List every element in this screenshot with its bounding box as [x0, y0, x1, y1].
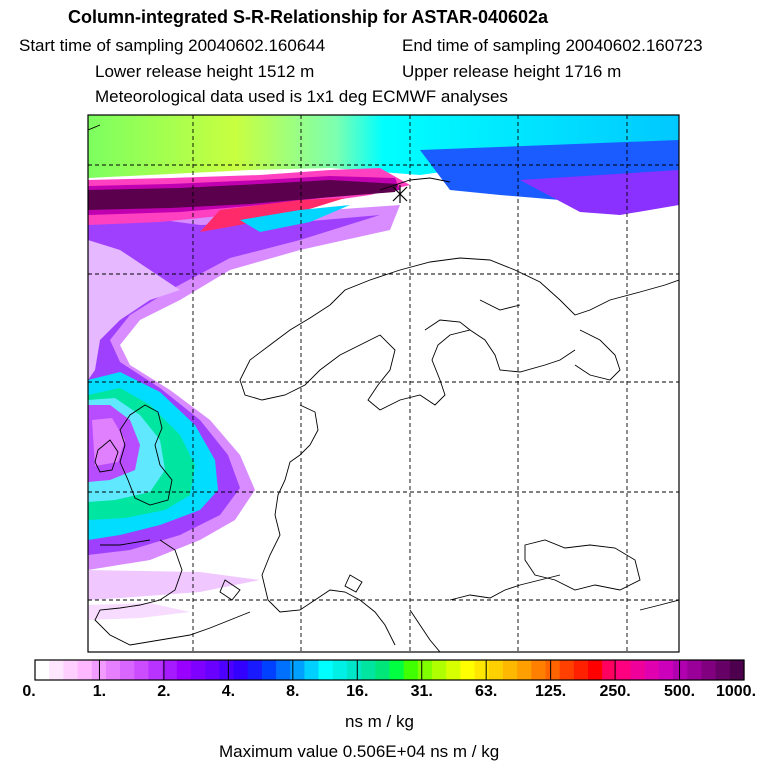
- colorbar-tick-label: 8.: [286, 683, 300, 700]
- colorbar-tick-label: 125.: [535, 683, 567, 700]
- colorbar-segment: [446, 660, 461, 680]
- colorbar-tick-label: 31.: [410, 683, 433, 700]
- colorbar-segment: [205, 660, 220, 680]
- colorbar-segment: [134, 660, 150, 680]
- colorbar-segment: [715, 660, 731, 680]
- colorbar-segment: [219, 660, 235, 680]
- colorbar-unit-label: ns m / kg: [345, 712, 414, 731]
- colorbar-segment: [673, 660, 688, 680]
- colorbar-segment: [502, 660, 518, 680]
- colorbar-tick-label: 0.: [22, 683, 36, 700]
- colorbar-segment: [488, 660, 504, 680]
- colorbar-segment: [559, 660, 575, 680]
- colorbar-segment: [687, 660, 703, 680]
- colorbar-segment: [361, 660, 376, 680]
- start-time-label: Start time of sampling 20040602.160644: [19, 36, 326, 55]
- colorbar-segment: [403, 660, 419, 680]
- colorbar-segment: [49, 660, 64, 680]
- colorbar-segment: [474, 660, 490, 680]
- colorbar-segment: [35, 660, 50, 680]
- end-time-label: End time of sampling 20040602.160723: [402, 36, 703, 55]
- coastlines: [88, 124, 679, 652]
- maximum-value-label: Maximum value 0.506E+04 ns m / kg: [219, 742, 500, 761]
- colorbar-segment: [233, 660, 249, 680]
- colorbar-segment: [77, 660, 93, 680]
- colorbar-tick-label: 63.: [475, 683, 498, 700]
- colorbar-segment: [517, 660, 532, 680]
- map-frame: [87, 114, 680, 653]
- colorbar-segment: [290, 660, 306, 680]
- colorbar-tick-label: 250.: [599, 683, 631, 700]
- colorbar-segment: [105, 660, 121, 680]
- colorbar-segment: [531, 660, 547, 680]
- colorbar-segment: [630, 660, 646, 680]
- colorbar-frame: [34, 659, 745, 681]
- colorbar-segment: [176, 660, 192, 680]
- colorbar-segment: [545, 660, 561, 680]
- colorbar-segment: [261, 660, 277, 680]
- colorbar: [34, 660, 745, 680]
- colorbar-segment: [460, 660, 476, 680]
- colorbar-segment: [120, 660, 135, 680]
- colorbar-segment: [63, 660, 79, 680]
- colorbar-segment: [602, 660, 617, 680]
- colorbar-segment: [417, 660, 433, 680]
- colorbar-segment: [162, 660, 178, 680]
- colorbar-segment: [190, 660, 206, 680]
- colorbar-segment: [318, 660, 334, 680]
- colorbar-segment: [588, 660, 603, 680]
- colorbar-segment: [375, 660, 391, 680]
- lower-release-label: Lower release height 1512 m: [95, 62, 315, 81]
- upper-release-label: Upper release height 1716 m: [402, 62, 622, 81]
- colorbar-segment: [573, 660, 589, 680]
- colorbar-segment: [432, 660, 447, 680]
- colorbar-tick-label: 1.: [92, 683, 107, 700]
- colorbar-segment: [644, 660, 660, 680]
- colorbar-segment: [276, 660, 291, 680]
- meteorological-data-label: Meteorological data used is 1x1 deg ECMW…: [95, 87, 508, 106]
- colorbar-tick-label: 500.: [663, 683, 696, 700]
- colorbar-tick-label: 4.: [221, 683, 236, 700]
- graticule: [88, 115, 679, 652]
- colorbar-segment: [304, 660, 320, 680]
- plume-field: [88, 115, 679, 652]
- colorbar-segment: [658, 660, 674, 680]
- colorbar-segment: [729, 660, 745, 680]
- colorbar-segment: [247, 660, 263, 680]
- colorbar-segment: [332, 660, 348, 680]
- map-title: Column-integrated S-R-Relationship for A…: [68, 7, 549, 27]
- colorbar-segment: [701, 660, 717, 680]
- colorbar-segment: [616, 660, 632, 680]
- colorbar-segment: [346, 660, 362, 680]
- colorbar-tick-label: 1000.: [715, 683, 757, 700]
- colorbar-tick-label: 2.: [157, 683, 171, 700]
- colorbar-tick-label: 16.: [346, 683, 369, 700]
- colorbar-segment: [148, 660, 164, 680]
- release-site-marker: [392, 185, 408, 203]
- colorbar-segment: [389, 660, 405, 680]
